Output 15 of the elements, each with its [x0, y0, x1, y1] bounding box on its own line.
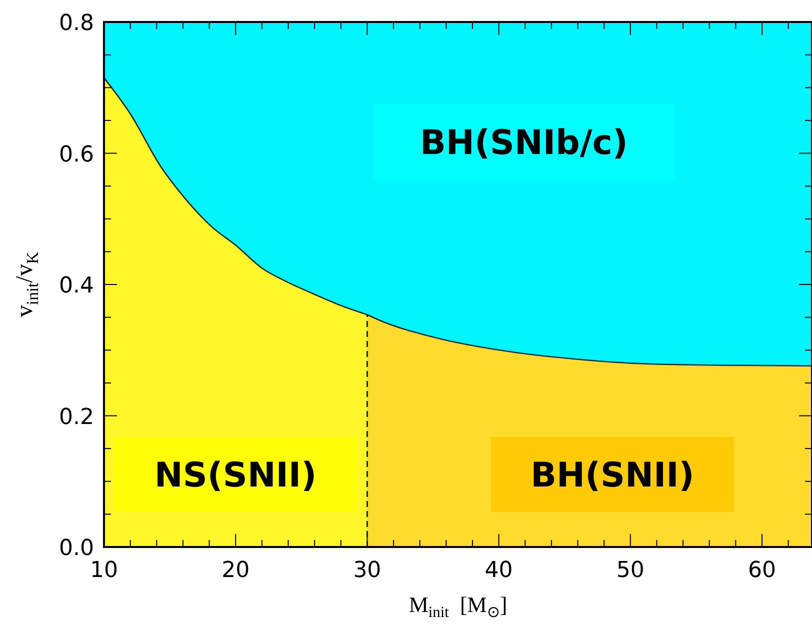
x-tick-label: 40	[484, 558, 513, 583]
x-axis-title: M$_{init}$ [M$_{⊙}$]	[408, 592, 508, 622]
annotation: BH(SNII)	[530, 456, 694, 496]
x-tick-label: 20	[222, 558, 250, 583]
x-tick-label: 50	[616, 558, 644, 583]
x-tick-label: 30	[353, 558, 382, 583]
y-tick-label: 0.2	[59, 404, 94, 430]
y-tick-label: 0.8	[59, 11, 94, 36]
x-tick-label: 10	[90, 558, 118, 583]
annotation: BH(SNIb/c)	[420, 123, 628, 163]
annotation: NS(SNII)	[154, 456, 317, 496]
x-tick-label: 60	[748, 558, 776, 583]
y-tick-label: 0.6	[59, 142, 94, 168]
y-tick-label: 0.4	[59, 274, 94, 298]
y-tick-label: 0.0	[59, 536, 94, 561]
